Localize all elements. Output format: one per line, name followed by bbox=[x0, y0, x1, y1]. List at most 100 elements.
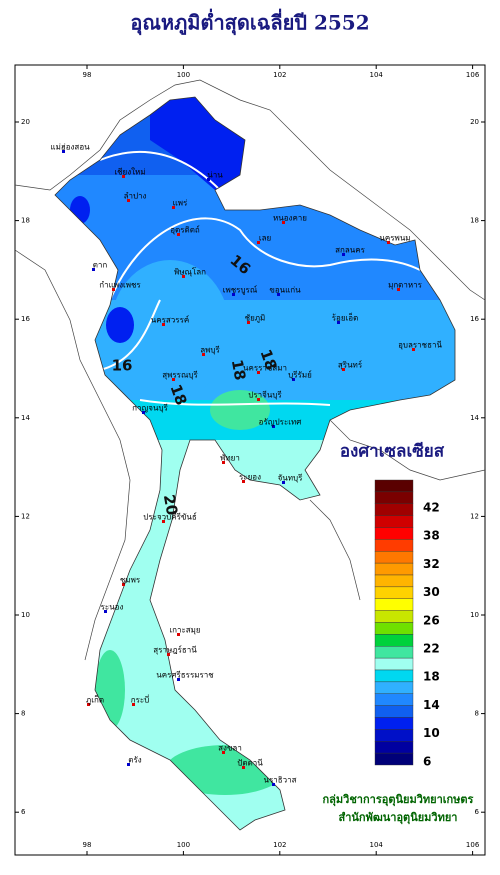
station-dot bbox=[177, 233, 180, 236]
station-dot bbox=[232, 293, 235, 296]
place-label: เชียงใหม่ bbox=[114, 168, 145, 177]
station-dot bbox=[242, 766, 245, 769]
lon-label: 100 bbox=[177, 71, 190, 79]
place-label: กำแพงเพชร bbox=[99, 281, 141, 290]
lat-label: 12 bbox=[470, 512, 479, 520]
station-dot bbox=[397, 288, 400, 291]
station-dot bbox=[272, 425, 275, 428]
station-dot bbox=[342, 368, 345, 371]
place-label: ปัตตานี bbox=[237, 759, 263, 768]
place-label: น่าน bbox=[207, 171, 223, 180]
station-dot bbox=[127, 199, 130, 202]
station-dot bbox=[182, 275, 185, 278]
credit-line: สำนักพัฒนาอุตุนิยมวิทยา bbox=[339, 811, 458, 825]
legend-swatch bbox=[374, 527, 414, 540]
legend-swatch bbox=[374, 741, 414, 754]
place-label: ภูเก็ต bbox=[86, 695, 104, 706]
legend-swatch bbox=[374, 752, 414, 766]
place-label: กระบี่ bbox=[131, 694, 150, 705]
place-label: ขอนแก่น bbox=[269, 286, 301, 295]
legend-label: 14 bbox=[423, 698, 440, 712]
station-dot bbox=[247, 321, 250, 324]
station-dot bbox=[177, 678, 180, 681]
legend-swatch bbox=[374, 729, 414, 742]
legend-swatch bbox=[374, 669, 414, 683]
legend-label: 42 bbox=[423, 501, 440, 515]
lat-label: 8 bbox=[21, 710, 25, 718]
place-label: ชุมพร bbox=[120, 576, 141, 585]
legend-swatch bbox=[374, 503, 414, 516]
lat-label: 18 bbox=[21, 217, 30, 225]
place-label: แม่ฮ่องสอน bbox=[50, 143, 90, 152]
lat-label: 10 bbox=[21, 611, 30, 619]
legend-swatch bbox=[374, 634, 414, 647]
lat-label: 10 bbox=[470, 611, 479, 619]
station-dot bbox=[207, 178, 210, 181]
station-dot bbox=[62, 150, 65, 153]
legend-swatch bbox=[374, 491, 414, 504]
place-label: สงขลา bbox=[218, 744, 242, 753]
legend-label: 10 bbox=[423, 726, 440, 740]
place-label: เลย bbox=[259, 234, 271, 243]
station-dot bbox=[172, 378, 175, 381]
station-dot bbox=[172, 206, 175, 209]
place-label: สกลนคร bbox=[335, 246, 365, 255]
legend-swatch bbox=[374, 610, 414, 623]
station-dot bbox=[282, 221, 285, 224]
legend-swatch bbox=[374, 515, 414, 528]
legend-swatch bbox=[374, 693, 414, 706]
place-label: แพร่ bbox=[173, 199, 188, 208]
legend-label: 32 bbox=[423, 557, 440, 571]
station-dot bbox=[162, 323, 165, 326]
place-label: อุตรดิตถ์ bbox=[170, 225, 200, 235]
station-dot bbox=[257, 241, 260, 244]
place-label: สุพรรณบุรี bbox=[162, 371, 198, 380]
place-label: นราธิวาส bbox=[263, 776, 296, 785]
station-dot bbox=[272, 783, 275, 786]
station-dot bbox=[127, 763, 130, 766]
station-dot bbox=[257, 371, 260, 374]
station-dot bbox=[202, 353, 205, 356]
station-dot bbox=[277, 293, 280, 296]
lat-label: 20 bbox=[470, 118, 479, 126]
contour-label: 20 bbox=[160, 493, 181, 517]
station-dot bbox=[122, 175, 125, 178]
lat-label: 16 bbox=[470, 315, 479, 323]
station-dot bbox=[387, 241, 390, 244]
station-dot bbox=[257, 398, 260, 401]
place-label: ประจวบคีรีขันธ์ bbox=[143, 512, 197, 522]
place-label: เกาะสมุย bbox=[169, 626, 200, 635]
legend-label: 22 bbox=[423, 642, 440, 656]
place-label: พัทยา bbox=[220, 454, 240, 463]
legend-swatch bbox=[374, 479, 414, 493]
place-label: ลพบุรี bbox=[200, 346, 220, 355]
place-label: ร้อยเอ็ด bbox=[332, 313, 359, 323]
lat-label: 14 bbox=[21, 414, 30, 422]
station-dot bbox=[122, 583, 125, 586]
place-label: เพชรบูรณ์ bbox=[223, 285, 258, 296]
legend-swatch bbox=[374, 586, 414, 599]
legend-swatch bbox=[374, 551, 414, 564]
place-label: สุราษฎร์ธานี bbox=[153, 645, 197, 655]
lat-label: 6 bbox=[475, 808, 480, 816]
legend-swatch bbox=[374, 657, 414, 671]
place-label: บุรีรัมย์ bbox=[288, 370, 312, 380]
station-dot bbox=[412, 348, 415, 351]
lon-label: 102 bbox=[273, 71, 286, 79]
place-label: พิษณุโลก bbox=[174, 267, 206, 277]
station-dot bbox=[242, 480, 245, 483]
station-dot bbox=[162, 520, 165, 523]
station-dot bbox=[342, 253, 345, 256]
place-label: ระยอง bbox=[239, 473, 261, 482]
station-dot bbox=[222, 461, 225, 464]
place-label: ลำปาง bbox=[124, 192, 147, 201]
place-label: อรัญประเทศ bbox=[259, 418, 302, 427]
legend-swatch bbox=[374, 705, 414, 718]
contour-label: 18 bbox=[228, 358, 249, 382]
place-label: ปราจีนบุรี bbox=[248, 391, 282, 400]
lat-label: 12 bbox=[21, 512, 30, 520]
place-label: ตรัง bbox=[128, 756, 141, 765]
legend-title: องศาเซลเซียส bbox=[340, 441, 445, 462]
